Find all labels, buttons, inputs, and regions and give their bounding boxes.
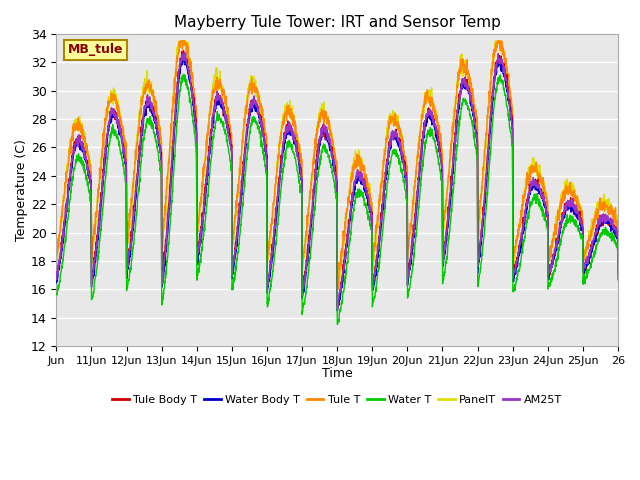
Water Body T [52,280,60,286]
Water Body T [538,192,546,198]
Tule T [334,287,342,292]
AM25T [180,49,188,55]
PanelT [230,231,237,237]
PanelT [614,254,622,260]
X-axis label: Time: Time [322,367,353,380]
Tule T [52,253,60,259]
Tule Body T [538,192,546,198]
AM25T [109,110,116,116]
Line: Water Body T: Water Body T [56,56,618,311]
Line: Tule T: Tule T [56,41,618,289]
PanelT [109,91,116,96]
Tule Body T [180,48,188,54]
Tule T [607,209,614,215]
Tule Body T [371,263,379,269]
Water Body T [109,115,116,120]
AM25T [507,110,515,116]
Tule T [109,95,116,100]
Water T [371,289,379,295]
PanelT [335,284,343,289]
PanelT [607,205,614,211]
Line: Water T: Water T [56,74,618,324]
PanelT [371,243,379,249]
Y-axis label: Temperature (C): Temperature (C) [15,139,28,241]
Tule Body T [52,269,60,275]
Water Body T [179,53,186,59]
Water Body T [371,271,379,276]
PanelT [507,96,515,101]
Tule T [507,97,515,103]
Tule T [230,229,237,235]
Water T [614,277,622,283]
Tule T [371,234,379,240]
Water Body T [614,269,622,275]
Water T [52,291,60,297]
Water T [333,322,341,327]
Water Body T [507,112,515,118]
Water Body T [607,221,614,227]
PanelT [538,184,546,190]
Title: Mayberry Tule Tower: IRT and Sensor Temp: Mayberry Tule Tower: IRT and Sensor Temp [173,15,500,30]
Water T [180,72,188,77]
AM25T [52,273,60,279]
Tule T [538,178,546,184]
AM25T [333,308,341,313]
Tule Body T [230,255,237,261]
AM25T [371,267,379,273]
Tule Body T [334,305,342,311]
Tule T [614,254,622,260]
Tule Body T [109,109,116,115]
Tule T [177,38,184,44]
Water Body T [333,308,341,314]
Water T [507,129,515,134]
Water T [230,279,237,285]
Tule Body T [614,264,622,269]
Line: PanelT: PanelT [56,41,618,287]
Tule Body T [507,104,515,110]
AM25T [230,259,237,265]
PanelT [52,258,60,264]
Tule Body T [607,220,614,226]
AM25T [614,271,622,276]
Water T [607,233,614,239]
AM25T [538,194,546,200]
PanelT [175,38,183,44]
Water Body T [230,263,237,269]
Line: AM25T: AM25T [56,52,618,311]
Water T [538,208,546,214]
AM25T [607,215,614,221]
Line: Tule Body T: Tule Body T [56,51,618,308]
Legend: Tule Body T, Water Body T, Tule T, Water T, PanelT, AM25T: Tule Body T, Water Body T, Tule T, Water… [108,390,566,409]
Water T [109,128,116,133]
Text: MB_tule: MB_tule [68,43,123,56]
